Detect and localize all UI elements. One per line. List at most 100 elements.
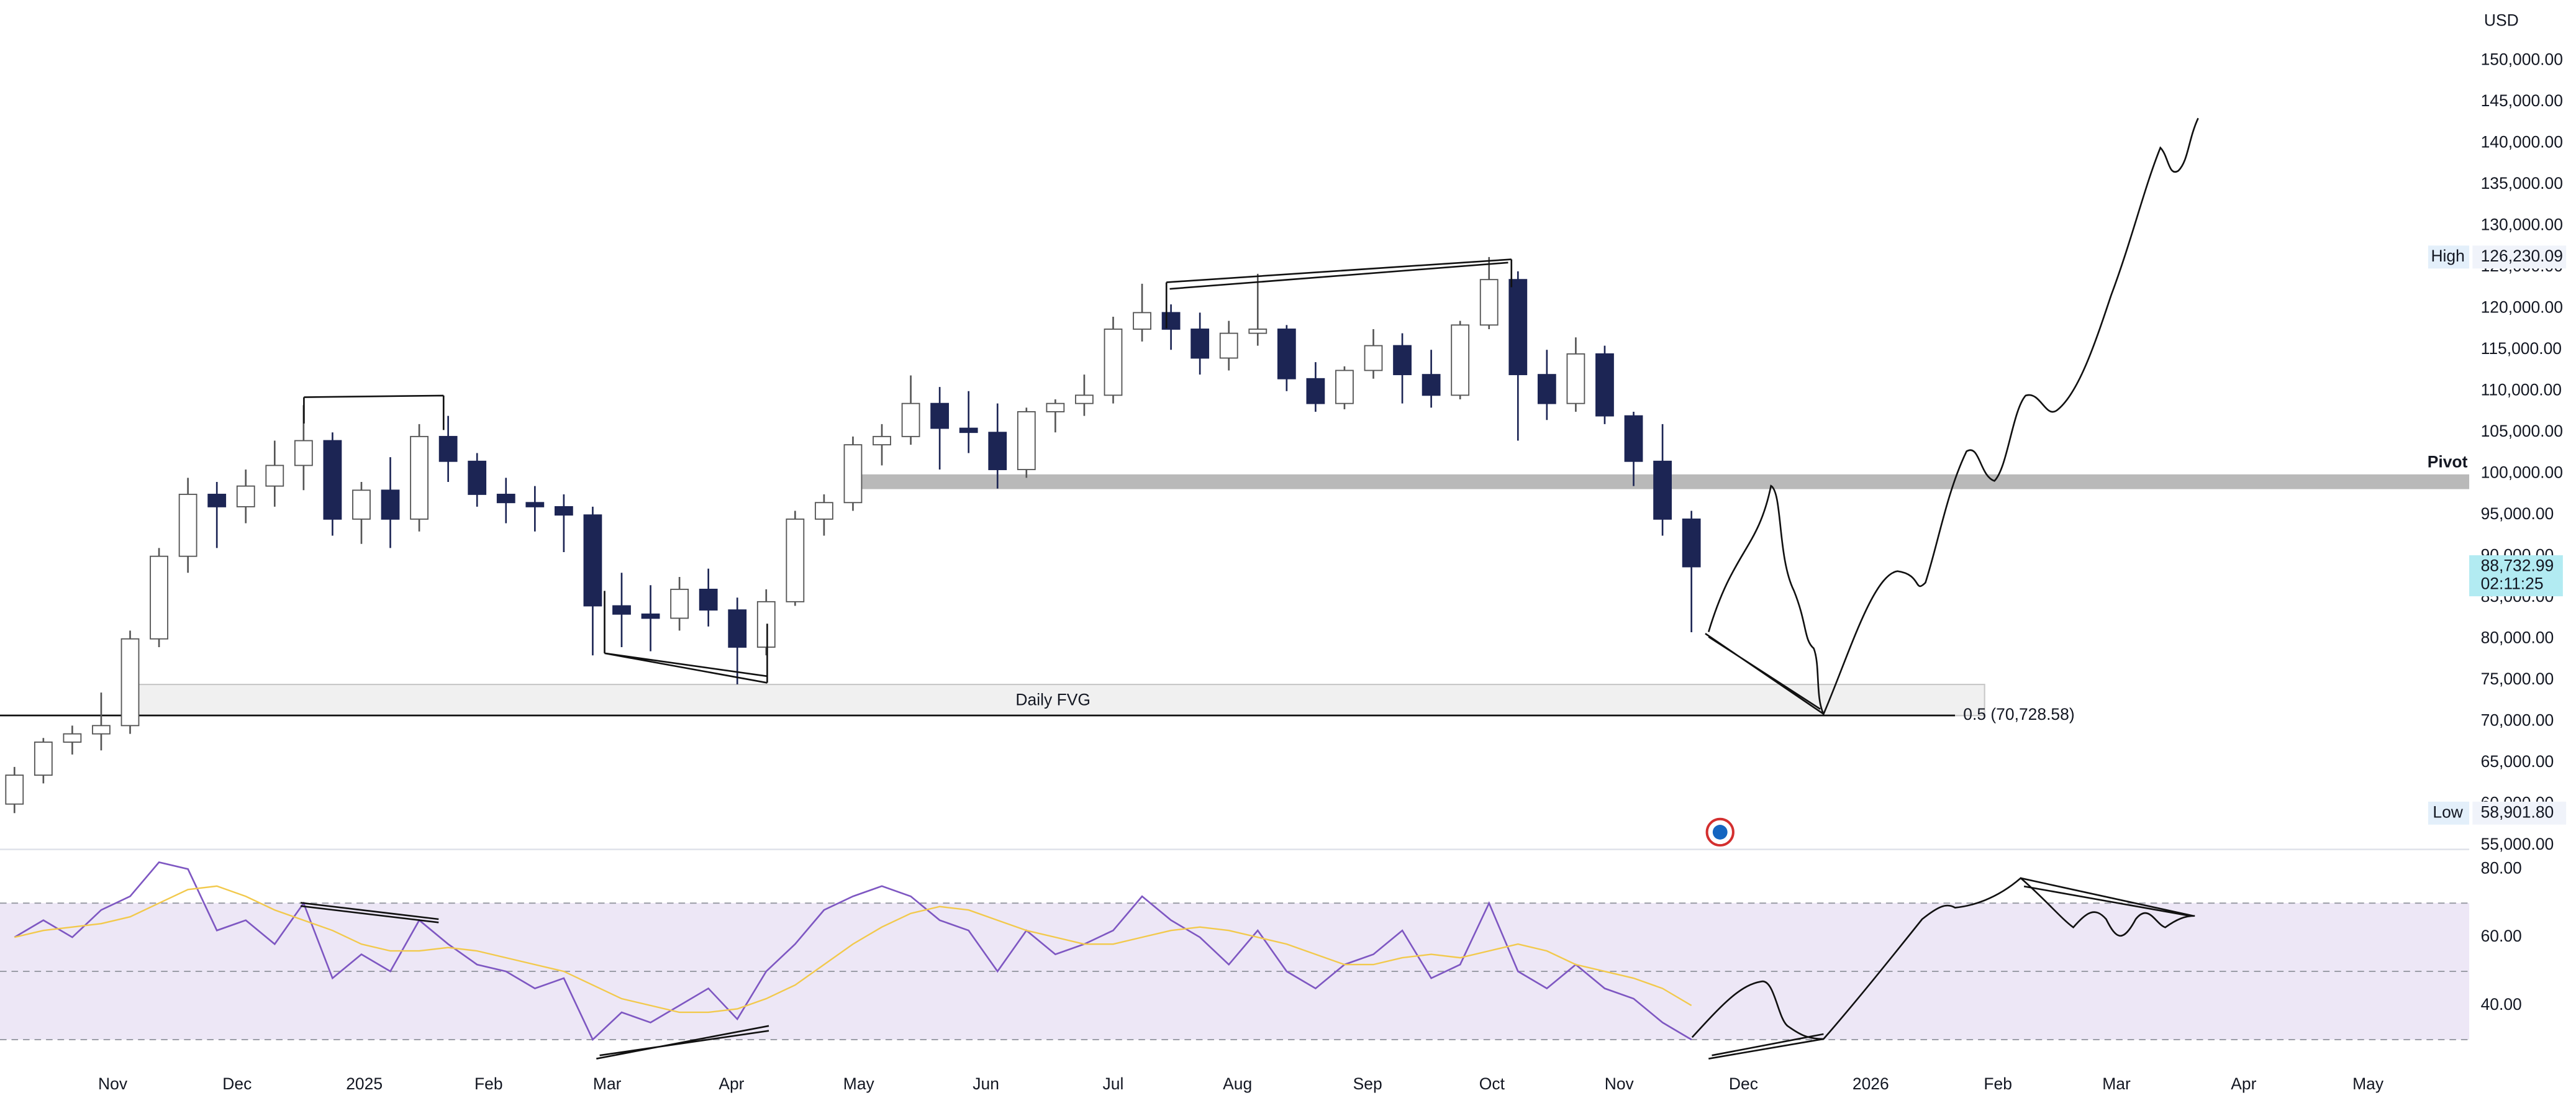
candle-body (1190, 329, 1210, 359)
y-tick-label: 95,000.00 (2481, 504, 2554, 523)
candle-body (1161, 312, 1181, 330)
candle-body (178, 494, 197, 557)
y-tick-label: 130,000.00 (2481, 216, 2563, 234)
candle-body (1566, 353, 1585, 404)
y-tick-label: 40.00 (2481, 995, 2522, 1014)
projection-path (1707, 117, 2199, 716)
y-tick-label: 100,000.00 (2481, 463, 2563, 482)
candle-body (786, 518, 805, 602)
candle-body (294, 440, 313, 466)
candle-body (207, 494, 227, 507)
event-icon-dot (1712, 825, 1728, 840)
x-tick-label: Apr (2231, 1074, 2256, 1093)
unit-label[interactable]: USD (2484, 11, 2519, 29)
candle-body (1595, 353, 1614, 417)
low-value-label: 58,901.80 (2481, 802, 2554, 821)
rsi-trendline (300, 902, 439, 924)
last-price-label: 88,732.99 (2481, 556, 2554, 575)
y-tick-label: 65,000.00 (2481, 752, 2554, 771)
x-tick-label: Jul (1103, 1074, 1124, 1093)
candle-body (959, 427, 978, 433)
rsi-line (14, 885, 1692, 1014)
candle-body (1248, 329, 1268, 334)
x-tick-label: Sep (1353, 1074, 1382, 1093)
pivot-label: Pivot (2428, 452, 2468, 471)
x-tick-label: Apr (719, 1074, 744, 1093)
candle-body (988, 432, 1007, 470)
candle-body (1133, 312, 1151, 330)
high-tag-label: High (2431, 247, 2464, 265)
fvg-label: Daily FVG (1015, 690, 1091, 709)
candles: 0.5 (70,728.58) (0, 256, 2075, 814)
candle-body (438, 435, 458, 462)
x-tick-label: Aug (1223, 1074, 1252, 1093)
last-price-tag (2469, 555, 2563, 597)
candle-body (1306, 378, 1325, 404)
rsi-trendline (2020, 877, 2193, 917)
candle-body (410, 435, 429, 520)
trendline (303, 394, 445, 430)
candle-body (641, 613, 660, 619)
candle-body (756, 601, 776, 648)
candle-body (1104, 329, 1123, 396)
candle-body (150, 555, 168, 640)
x-tick-label: Nov (98, 1074, 128, 1093)
countdown-label: 02:11:25 (2481, 574, 2544, 593)
x-tick-label: Mar (2102, 1074, 2131, 1093)
trendline (1705, 633, 1825, 715)
candle-body (1537, 374, 1556, 404)
candle-body (1451, 324, 1470, 396)
candle-body (670, 588, 689, 619)
x-tick-label: Feb (1984, 1074, 2012, 1093)
candle-body (1075, 394, 1094, 404)
trendline (604, 591, 768, 684)
candle-body (92, 725, 111, 735)
x-tick-label: 2026 (1853, 1074, 1889, 1093)
candle-body (728, 609, 747, 648)
rsi-trendline (1708, 1033, 1824, 1060)
candle-body (265, 465, 284, 487)
x-tick-label: Nov (1605, 1074, 1635, 1093)
x-tick-label: Feb (474, 1074, 503, 1093)
y-tick-label: 115,000.00 (2481, 339, 2562, 358)
y-tick-label: 80.00 (2481, 858, 2522, 877)
candle-body (5, 774, 24, 805)
candle-body (525, 502, 545, 507)
candle-body (843, 444, 863, 504)
candle-body (930, 402, 950, 429)
y-tick-label: 135,000.00 (2481, 174, 2563, 193)
low-tag-bg (2428, 801, 2470, 825)
candle-body (1653, 460, 1672, 520)
candle-body (1508, 279, 1528, 376)
x-tick-label: 2025 (346, 1074, 383, 1093)
candle-body (1624, 415, 1643, 462)
candle-body (381, 489, 400, 520)
candle-body (873, 435, 891, 446)
fvg-zone (122, 684, 1985, 717)
candle-body (612, 605, 631, 615)
candle-body (468, 460, 487, 495)
candle-body (1422, 374, 1441, 396)
x-tick-label: Jun (973, 1074, 999, 1093)
candle-body (1277, 329, 1296, 379)
y-tick-label: 55,000.00 (2481, 835, 2554, 853)
candle-body (323, 440, 342, 520)
y-tick-label: 80,000.00 (2481, 629, 2554, 647)
candle-body (1364, 345, 1383, 371)
x-tick-label: Oct (1479, 1074, 1505, 1093)
candle-body (815, 502, 833, 520)
y-tick-label: 105,000.00 (2481, 422, 2563, 440)
candle-body (1682, 518, 1701, 568)
candle-body (352, 489, 371, 520)
candle-body (1335, 370, 1354, 404)
trendline (1165, 258, 1513, 329)
candle-body (1393, 345, 1412, 376)
y-tick-label: 70,000.00 (2481, 711, 2554, 730)
y-tick-label: 140,000.00 (2481, 133, 2563, 152)
candle-body (699, 588, 718, 611)
x-tick-label: Mar (593, 1074, 622, 1093)
rsi-projection (1691, 877, 2195, 1040)
x-tick-label: May (843, 1074, 875, 1093)
candle-body (901, 402, 920, 437)
